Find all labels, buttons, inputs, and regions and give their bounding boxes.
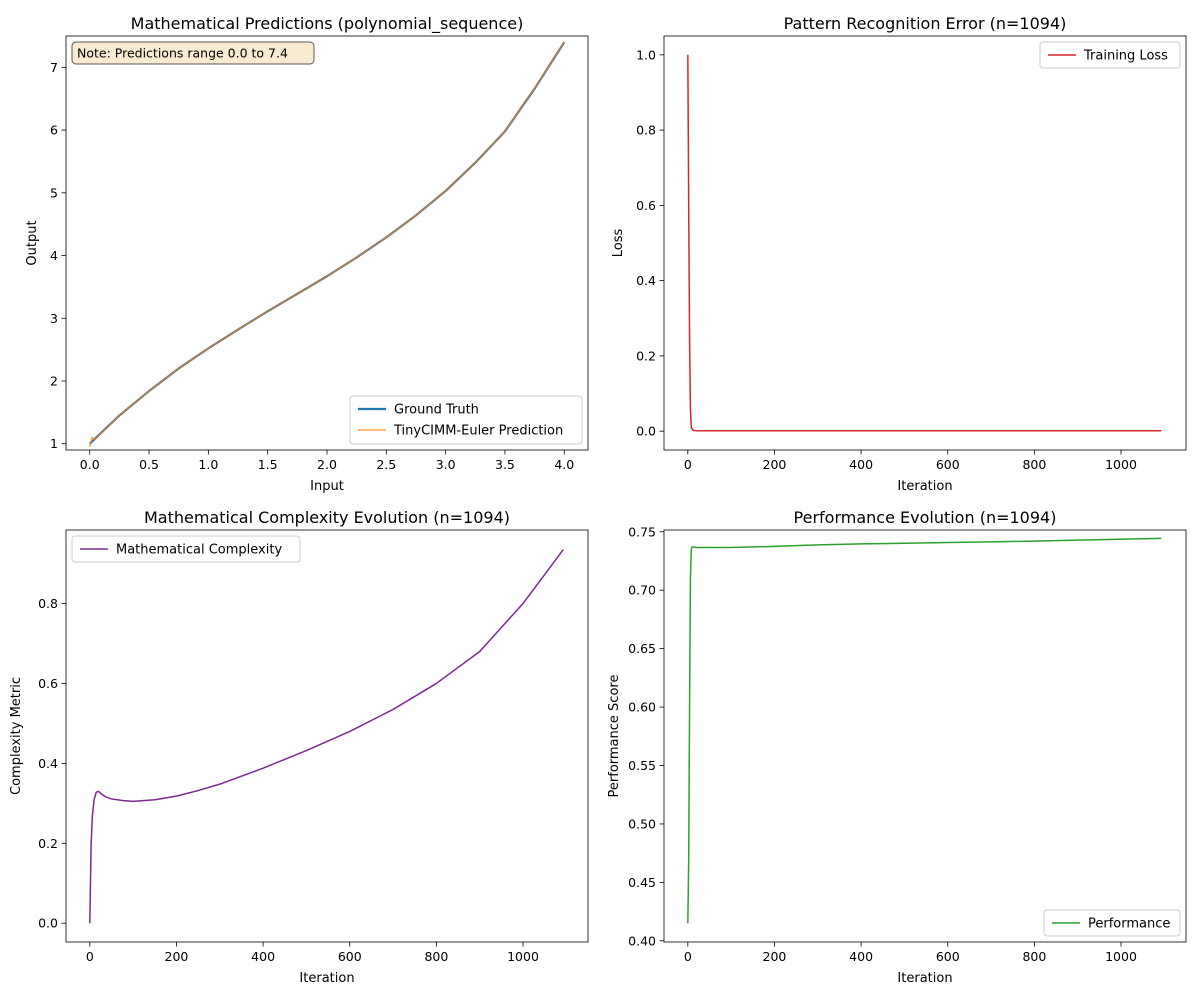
plot-area xyxy=(663,35,1187,451)
y-tick-label: 0.60 xyxy=(628,700,656,715)
chart-title: Mathematical Complexity Evolution (n=109… xyxy=(144,508,510,527)
x-tick-label: 1000 xyxy=(1105,949,1137,964)
y-tick-label: 4 xyxy=(50,248,58,263)
y-tick-label: 0.8 xyxy=(38,596,58,611)
legend-entry: Mathematical Complexity xyxy=(116,543,282,558)
y-tick-label: 0.4 xyxy=(38,756,58,771)
y-tick-label: 0.4 xyxy=(636,273,656,288)
x-tick-label: 200 xyxy=(763,949,787,964)
y-tick-label: 0.40 xyxy=(628,933,656,948)
x-tick-label: 2.0 xyxy=(317,457,337,472)
plot-area xyxy=(65,35,589,451)
legend-frame xyxy=(1039,41,1181,69)
x-tick-label: 4.0 xyxy=(554,457,574,472)
series-line-1 xyxy=(88,41,566,445)
x-tick-label: 200 xyxy=(763,457,787,472)
y-tick-label: 0.0 xyxy=(38,916,58,931)
plot-area xyxy=(65,529,589,943)
x-tick-label: 600 xyxy=(936,457,960,472)
series-line-1 xyxy=(89,549,564,924)
annotation-text: Note: Predictions range 0.0 to 7.4 xyxy=(77,46,288,61)
x-tick-label: 1.0 xyxy=(198,457,218,472)
legend: Ground Truth TinyCIMM-Euler Prediction xyxy=(349,395,583,445)
chart-4: 0 200 400 600 800 1000 0.40 0.45 0.50 0.55 0.60 0.6… xyxy=(607,508,1187,986)
chart-2: 0 200 400 600 800 1000 0.0 0.2 0.4 0.6 0.8 1.0 Patte… xyxy=(611,14,1187,494)
legend: Mathematical Complexity xyxy=(71,535,301,563)
chart-1: 0.0 0.5 1.0 1.5 2.0 2.5 3.0 3.5 4.0 1 2 3 4 5 6 7 Mathem… xyxy=(25,14,589,494)
x-tick-label: 1.5 xyxy=(258,457,278,472)
x-tick-label: 800 xyxy=(1022,457,1046,472)
legend-frame xyxy=(349,395,583,445)
x-axis-label: Iteration xyxy=(897,971,952,986)
y-tick-label: 0.0 xyxy=(636,424,656,439)
x-tick-label: 1000 xyxy=(507,949,539,964)
legend-entry: Ground Truth xyxy=(394,403,479,418)
y-tick-label: 0.6 xyxy=(38,676,58,691)
legend-entry: Training Loss xyxy=(1083,49,1168,64)
x-tick-label: 0 xyxy=(684,949,692,964)
y-tick-label: 0.2 xyxy=(636,348,656,363)
y-tick-label: 7 xyxy=(50,60,58,75)
series-line-1 xyxy=(687,54,1162,432)
legend: Training Loss xyxy=(1039,41,1181,69)
y-axis-label: Performance Score xyxy=(607,675,622,798)
legend-entry: Performance xyxy=(1088,917,1170,932)
y-tick-label: 0.65 xyxy=(628,641,656,656)
chart-title: Performance Evolution (n=1094) xyxy=(794,508,1057,527)
chart-3: 0 200 400 600 800 1000 0.0 0.2 0.4 0.6 0.8 Mathemat… xyxy=(9,508,589,986)
y-axis-label: Complexity Metric xyxy=(9,677,24,795)
y-tick-label: 1.0 xyxy=(636,47,656,62)
x-tick-label: 3.5 xyxy=(495,457,515,472)
x-axis-label: Input xyxy=(310,479,344,494)
x-tick-label: 3.0 xyxy=(436,457,456,472)
y-tick-label: 0.75 xyxy=(628,524,656,539)
legend-frame xyxy=(71,535,301,563)
x-tick-label: 600 xyxy=(338,949,362,964)
plot-area xyxy=(663,529,1187,943)
x-tick-label: 0 xyxy=(86,949,94,964)
y-tick-label: 0.45 xyxy=(628,875,656,890)
x-tick-label: 2.5 xyxy=(376,457,396,472)
y-axis-label: Output xyxy=(25,220,40,265)
x-axis-label: Iteration xyxy=(299,971,354,986)
x-tick-label: 1000 xyxy=(1105,457,1137,472)
y-tick-label: 3 xyxy=(50,311,58,326)
legend-entry: TinyCIMM-Euler Prediction xyxy=(393,424,563,439)
legend-frame xyxy=(1043,909,1181,937)
series-line-1 xyxy=(687,537,1162,924)
y-axis-label: Loss xyxy=(611,229,626,258)
y-tick-label: 0.6 xyxy=(636,198,656,213)
y-tick-label: 0.50 xyxy=(628,816,656,831)
y-tick-label: 0.2 xyxy=(38,836,58,851)
x-tick-label: 200 xyxy=(165,949,189,964)
x-tick-label: 600 xyxy=(936,949,960,964)
x-tick-label: 0.0 xyxy=(80,457,100,472)
y-tick-label: 6 xyxy=(50,123,58,138)
x-tick-label: 800 xyxy=(1022,949,1046,964)
chart-title: Mathematical Predictions (polynomial_seq… xyxy=(131,14,524,34)
y-tick-label: 5 xyxy=(50,185,58,200)
y-tick-label: 1 xyxy=(50,436,58,451)
legend: Performance xyxy=(1043,909,1181,937)
x-tick-label: 800 xyxy=(424,949,448,964)
x-axis-label: Iteration xyxy=(897,479,952,494)
series-line-2 xyxy=(89,41,565,448)
annotation-note: Note: Predictions range 0.0 to 7.4 xyxy=(71,41,315,65)
x-tick-label: 0.5 xyxy=(139,457,159,472)
x-tick-label: 400 xyxy=(251,949,275,964)
y-tick-label: 0.55 xyxy=(628,758,656,773)
y-tick-label: 0.70 xyxy=(628,583,656,598)
chart-title: Pattern Recognition Error (n=1094) xyxy=(784,14,1067,33)
y-tick-label: 2 xyxy=(50,374,58,389)
x-tick-label: 400 xyxy=(849,457,873,472)
x-tick-label: 0 xyxy=(684,457,692,472)
x-tick-label: 400 xyxy=(849,949,873,964)
y-tick-label: 0.8 xyxy=(636,123,656,138)
